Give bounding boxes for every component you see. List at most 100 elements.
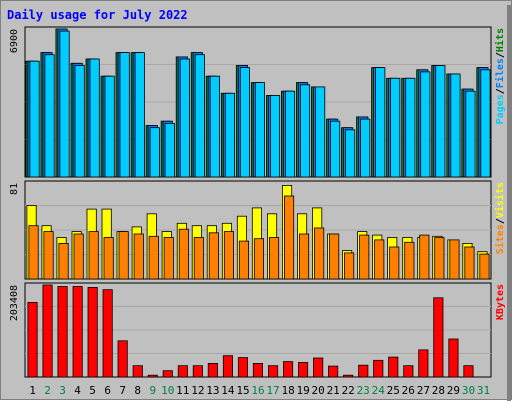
bar-sites-day-24 <box>374 239 385 280</box>
bar-kbytes-day-11 <box>177 365 188 378</box>
bar-sites-day-4 <box>73 233 84 280</box>
x-tick-label: 9 <box>149 384 156 397</box>
bar-kbytes-day-9 <box>147 374 158 378</box>
x-tick-label: 29 <box>447 384 460 397</box>
bar-sites-day-17 <box>268 237 280 280</box>
x-tick-label: 15 <box>236 384 249 397</box>
bar-sites-day-18 <box>283 195 295 280</box>
bar-sites-day-12 <box>193 237 204 280</box>
panel-legend: Pages/Files/Hits <box>494 28 506 124</box>
bar-sites-day-22 <box>344 252 355 280</box>
bar-sites-day-23 <box>359 234 370 280</box>
x-tick-label: 19 <box>296 384 309 397</box>
bar-kbytes-day-29 <box>448 338 459 378</box>
x-tick-label: 27 <box>417 384 430 397</box>
x-tick-label: 2 <box>44 384 51 397</box>
bar-sites-day-21 <box>329 233 340 280</box>
bar-pages-day-19 <box>299 84 311 178</box>
x-tick-label: 5 <box>89 384 96 397</box>
x-tick-label: 13 <box>206 384 219 397</box>
bar-kbytes-day-23 <box>358 364 369 378</box>
x-tick-label: 7 <box>119 384 126 397</box>
x-tick-label: 14 <box>221 384 235 397</box>
x-tick-label: 28 <box>432 384 445 397</box>
bar-kbytes-day-17 <box>267 365 279 378</box>
x-tick-label: 26 <box>402 384 415 397</box>
x-tick-label: 10 <box>161 384 174 397</box>
bar-kbytes-day-27 <box>418 349 429 378</box>
bar-kbytes-day-26 <box>403 365 414 378</box>
bar-pages-day-10 <box>164 123 175 178</box>
y-max-label: 203408 <box>9 285 20 321</box>
bar-pages-day-14 <box>224 92 236 178</box>
bar-kbytes-day-5 <box>87 286 98 378</box>
bar-sites-day-26 <box>404 241 415 280</box>
x-tick-label: 24 <box>372 384 386 397</box>
bar-kbytes-day-7 <box>117 340 128 378</box>
legend-hits: Hits <box>494 28 506 52</box>
bar-sites-day-30 <box>464 246 475 280</box>
x-tick-label: 22 <box>342 384 355 397</box>
x-tick-label: 8 <box>134 384 141 397</box>
x-tick-label: 31 <box>477 384 490 397</box>
bar-kbytes-day-14 <box>222 355 234 378</box>
bar-pages-day-7 <box>119 52 130 178</box>
bar-sites-day-7 <box>118 231 129 280</box>
legend-files: Files <box>494 58 506 88</box>
bar-sites-day-27 <box>419 234 430 280</box>
x-axis-labels: 1 2 3 4 5 6 7 8 9 10 11 12 13 14 15 16 17 18 19 20 21 22 23 24 2… <box>29 384 490 397</box>
bar-pages-day-22 <box>345 129 356 178</box>
x-tick-label: 17 <box>266 384 279 397</box>
x-tick-label: 18 <box>281 384 294 397</box>
x-tick-label: 12 <box>191 384 204 397</box>
bar-pages-day-31 <box>480 69 491 178</box>
bar-kbytes-day-22 <box>343 374 354 378</box>
bar-pages-day-2 <box>44 54 55 178</box>
bar-kbytes-day-20 <box>313 357 324 378</box>
bar-pages-day-28 <box>435 65 446 178</box>
bar-sites-day-15 <box>238 240 250 280</box>
bar-kbytes-day-30 <box>463 365 474 378</box>
legend-separator: / <box>495 88 506 94</box>
bar-sites-day-10 <box>163 237 174 280</box>
bar-kbytes-day-6 <box>102 289 113 378</box>
bar-kbytes-day-19 <box>297 362 309 378</box>
chart-panels: 6900Pages/Files/Hits81Sites/Visits203408… <box>9 26 506 378</box>
legend-kbytes: KBytes <box>495 284 506 320</box>
panel-legend: Sites/Visits <box>494 182 506 254</box>
bar-sites-day-31 <box>479 253 490 280</box>
bar-pages-day-3 <box>59 30 70 178</box>
x-tick-label: 11 <box>176 384 189 397</box>
bar-kbytes-day-2 <box>42 284 53 378</box>
bar-pages-day-1 <box>29 60 40 178</box>
bar-pages-day-30 <box>465 90 476 178</box>
bar-pages-day-12 <box>194 54 205 178</box>
bar-pages-day-18 <box>284 90 296 178</box>
x-tick-label: 6 <box>104 384 111 397</box>
x-tick-label: 25 <box>387 384 400 397</box>
visits_panel: 81 Sites/Visits <box>9 180 506 280</box>
bar-sites-day-5 <box>88 231 99 280</box>
bar-pages-day-6 <box>104 75 115 178</box>
bar-sites-day-25 <box>389 246 400 280</box>
bar-sites-day-14 <box>223 231 235 280</box>
legend-sites: Sites <box>494 224 506 254</box>
bar-pages-day-8 <box>134 52 145 178</box>
bar-kbytes-day-24 <box>373 359 384 378</box>
bar-sites-day-6 <box>103 237 114 280</box>
bar-kbytes-day-15 <box>237 357 249 378</box>
bar-sites-day-16 <box>253 238 265 280</box>
bar-sites-day-3 <box>58 242 69 280</box>
chart-title: Daily usage for July 2022 <box>7 8 188 22</box>
bar-pages-day-21 <box>330 120 341 178</box>
bar-sites-day-19 <box>298 233 310 280</box>
bar-pages-day-25 <box>390 77 401 178</box>
bar-sites-day-20 <box>314 227 325 280</box>
bar-pages-day-11 <box>179 58 190 178</box>
bar-sites-day-2 <box>43 231 54 280</box>
bar-kbytes-day-4 <box>72 286 83 378</box>
x-tick-label: 23 <box>357 384 370 397</box>
bar-kbytes-day-28 <box>433 297 444 378</box>
bar-sites-day-11 <box>178 228 189 280</box>
